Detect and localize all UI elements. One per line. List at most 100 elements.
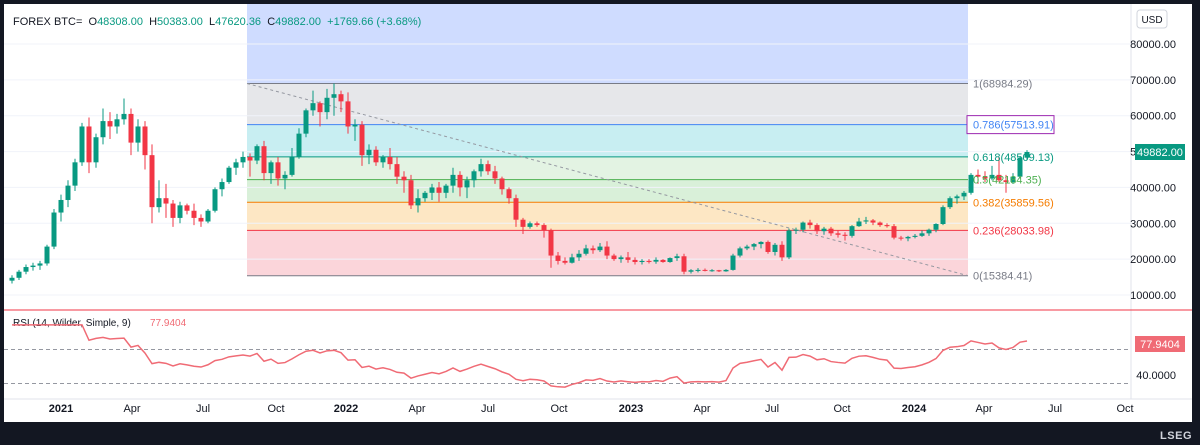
time-label: 2022 (334, 403, 358, 415)
candle-body (142, 126, 148, 156)
low-label: L (209, 16, 216, 28)
candle-body (226, 167, 232, 183)
candle-body (135, 126, 141, 143)
fib-label-0.786: 0.786(57513.91) (973, 120, 1054, 132)
symbol-label[interactable]: FOREX BTC= (13, 16, 83, 28)
fib-label-0.618: 0.618(48509.13) (973, 152, 1054, 164)
candle-body (331, 94, 337, 98)
low-value: 47620.36 (215, 16, 262, 28)
candle-body (205, 210, 211, 222)
candle-body (702, 269, 708, 271)
candle-body (366, 149, 372, 156)
candle-body (723, 269, 729, 272)
candle-body (359, 124, 365, 156)
fib-band-1 (247, 83, 968, 125)
candle-body (184, 205, 190, 211)
close-label: C (267, 16, 276, 28)
candle-body (814, 225, 820, 232)
candle-body (611, 255, 617, 260)
open-label: O (88, 16, 98, 28)
candle-body (261, 146, 267, 174)
candle-body (919, 233, 925, 236)
candle-body (954, 196, 960, 199)
candle-body (625, 257, 631, 260)
candle-body (268, 162, 274, 174)
candle-body (492, 171, 498, 179)
candle-body (9, 277, 15, 281)
candle-body (163, 198, 169, 204)
candle-body (44, 246, 50, 264)
candle-body (387, 156, 393, 165)
candle-body (716, 270, 722, 272)
candle-body (884, 225, 890, 227)
trend-line (246, 83, 969, 277)
time-axis[interactable]: 2021 Apr Jul Oct 2022 Apr Jul Oct 2023 Apr Jul Oct 2… (4, 398, 1192, 415)
candle-body (555, 255, 561, 261)
candle-body (947, 198, 953, 208)
candle-body (282, 174, 288, 179)
rsi-pane[interactable]: RSI (14, Wilder, Simple, 9) 77.9404 40.000… (4, 309, 1192, 388)
candle-body (681, 256, 687, 272)
candle-body (275, 162, 281, 179)
candle-body (779, 244, 785, 258)
price-chart[interactable]: 1(68984.29) 0.786(57513.91) 0.618(48509.13… (4, 4, 1192, 422)
time-label: Oct (550, 403, 567, 415)
candle-body (996, 174, 1002, 181)
time-label: Oct (833, 403, 850, 415)
fib-label-box-0.786 (966, 115, 1055, 135)
time-label: Apr (693, 403, 710, 415)
time-label: Jul (481, 403, 495, 415)
candle-body (653, 259, 659, 262)
candle-body (100, 121, 106, 138)
candle-body (772, 244, 778, 252)
candle-body (128, 113, 134, 143)
time-label: Oct (267, 403, 284, 415)
candle-body (751, 244, 757, 247)
fib-label-1: 1(68984.29) (973, 78, 1032, 90)
candle-body (450, 174, 456, 186)
fibonacci-bands (247, 4, 968, 277)
candle-body (485, 164, 491, 172)
price-axis[interactable]: USD10000.0020000.0030000.0040000.0050000… (1130, 4, 1185, 399)
chart-panel[interactable]: 1(68984.29) 0.786(57513.91) 0.618(48509.13… (4, 4, 1192, 422)
high-label: H (149, 16, 158, 28)
candle-body (583, 248, 589, 254)
candle-body (177, 205, 183, 218)
rsi-line (12, 324, 1028, 388)
candle-body (961, 192, 967, 197)
candle-body (352, 124, 358, 127)
candle-body (828, 228, 834, 234)
candle-body (317, 103, 323, 113)
candle-body (891, 226, 897, 238)
candle-body (877, 222, 883, 226)
candle-body (975, 174, 981, 177)
candle-body (590, 248, 596, 251)
price-tick-label: 40000.00 (1130, 182, 1176, 194)
candle-body (324, 97, 330, 113)
candle-body (905, 236, 911, 239)
candle-body (632, 259, 638, 263)
candle-body (856, 221, 862, 227)
candle-body (72, 162, 78, 186)
candle-body (394, 164, 400, 177)
candles (9, 83, 1030, 284)
candle-body (219, 182, 225, 190)
price-tick-label: 70000.00 (1130, 75, 1176, 87)
candle-body (807, 222, 813, 226)
price-tick-label: 10000.00 (1130, 290, 1176, 302)
candle-body (51, 212, 57, 247)
candle-body (933, 224, 939, 230)
trend-line (246, 83, 969, 277)
candle-body (737, 248, 743, 256)
ohlc-header: FOREX BTC= O48308.00 H50383.00 L47620.36… (13, 16, 421, 28)
last-price-label: 49882.00 (1137, 147, 1183, 159)
candle-body (863, 220, 869, 222)
fib-label-0.236: 0.236(28033.98) (973, 225, 1054, 237)
time-label: Jul (196, 403, 210, 415)
candle-body (464, 180, 470, 188)
candle-body (37, 263, 43, 266)
high-value: 50383.00 (157, 16, 203, 28)
candle-body (709, 270, 715, 272)
fibonacci-labels: 1(68984.29) 0.786(57513.91) 0.618(48509.13… (966, 78, 1055, 283)
fib-label-0: 0(15384.41) (973, 271, 1032, 283)
